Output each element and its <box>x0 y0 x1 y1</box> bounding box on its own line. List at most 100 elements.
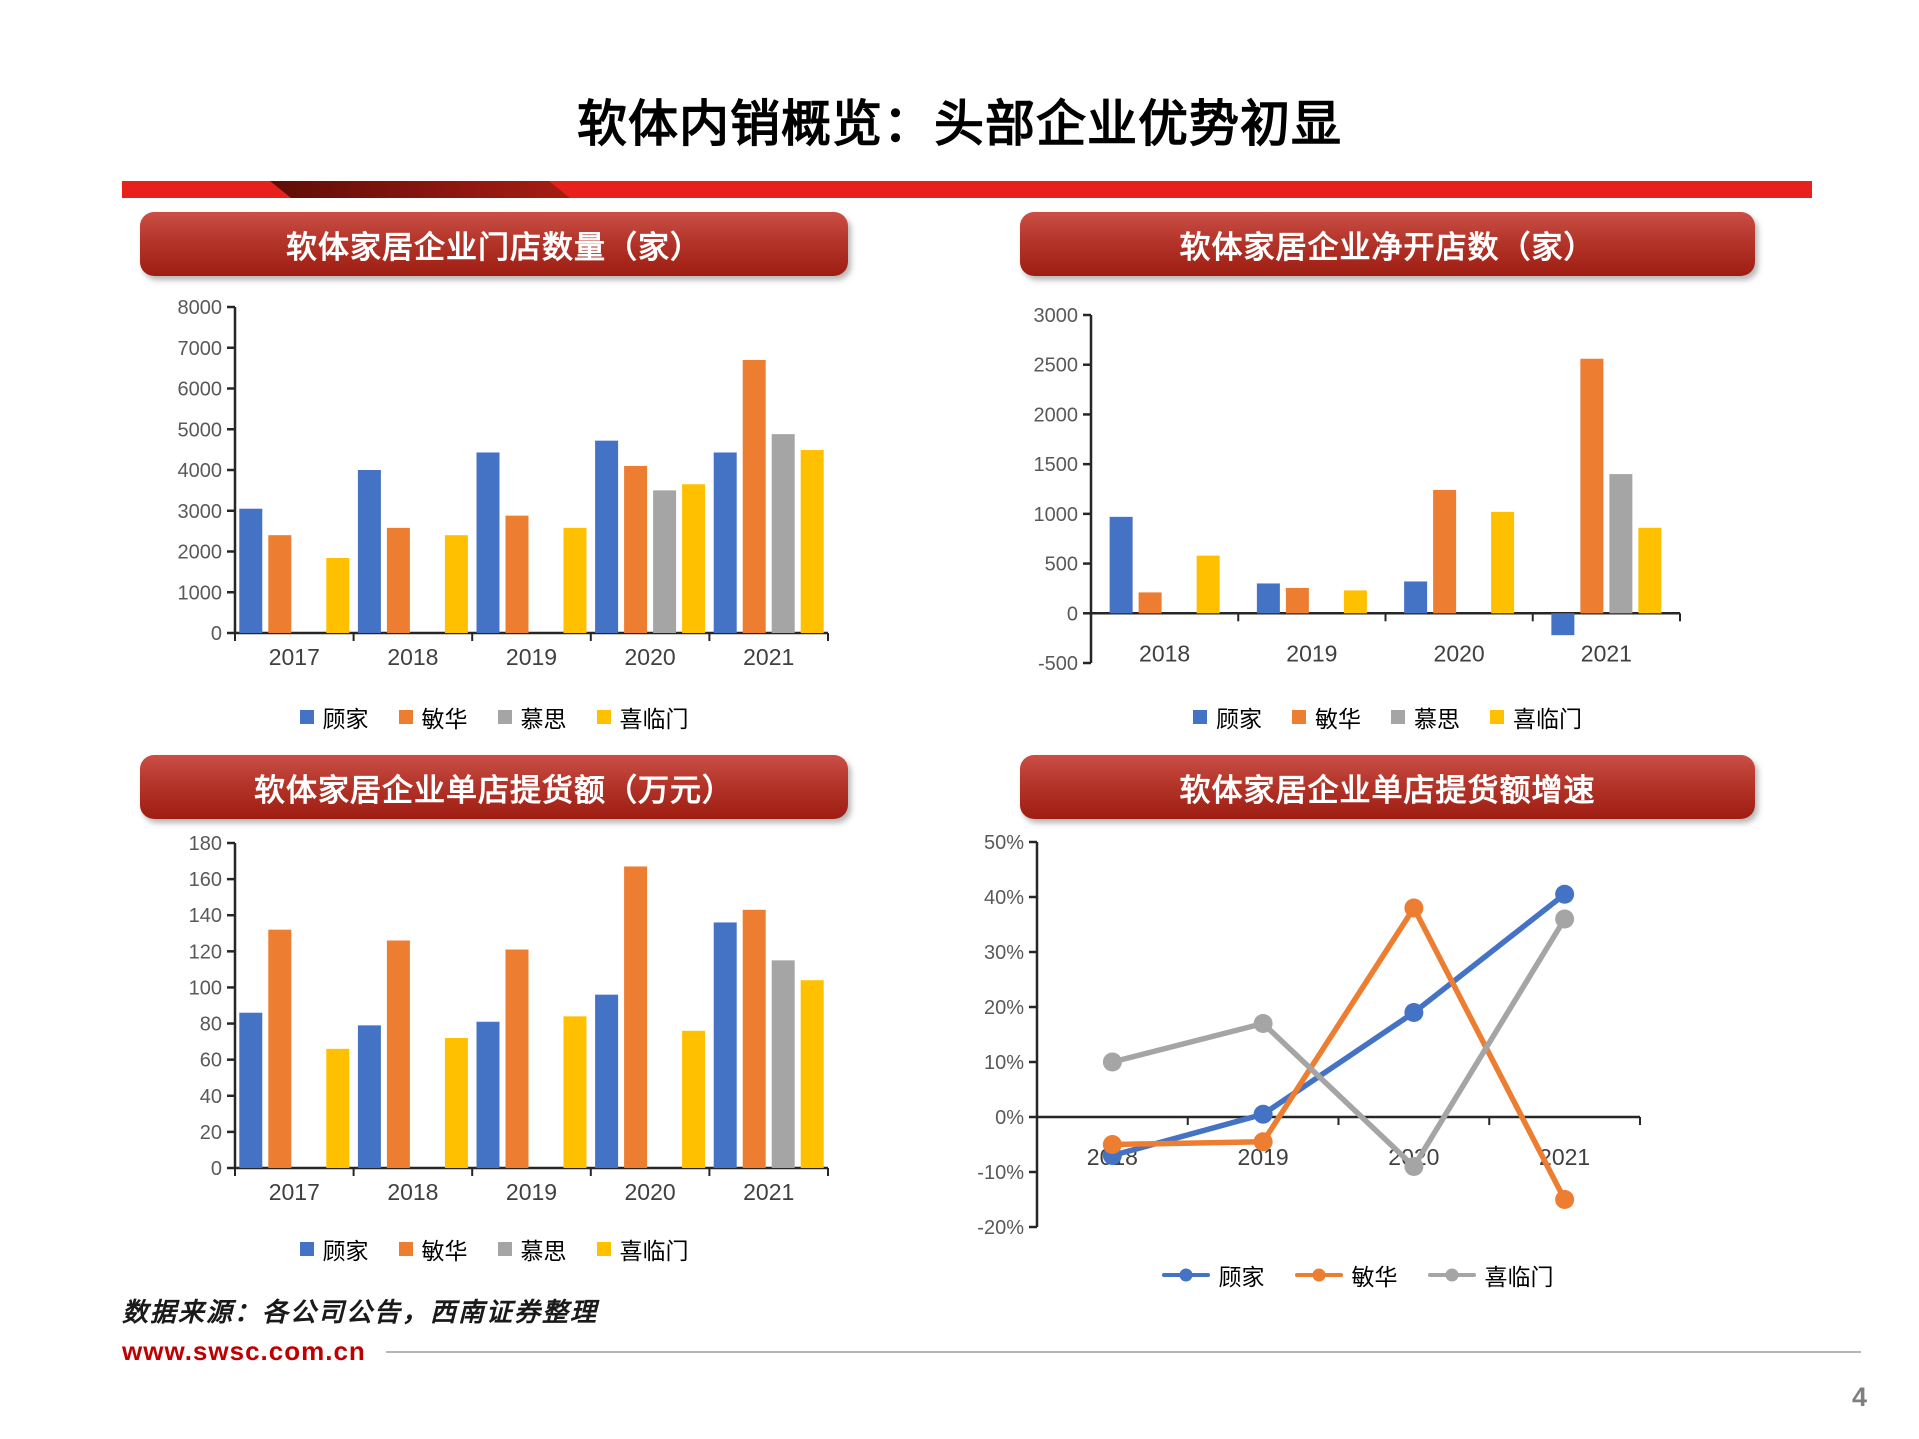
bar <box>1580 358 1604 614</box>
y-tick-label: 1000 <box>178 582 223 604</box>
x-category-label: 2021 <box>1581 640 1632 666</box>
x-category-label: 2017 <box>269 1179 320 1205</box>
bar <box>1109 516 1133 614</box>
chart-title-text: 软体家居企业门店数量（家） <box>286 229 702 265</box>
legend-item: 顾家 <box>299 700 369 734</box>
legend-label: 喜临门 <box>619 1239 689 1264</box>
legend-label: 慕思 <box>1414 707 1460 732</box>
y-tick-label: 20% <box>984 997 1024 1019</box>
x-category-label: 2019 <box>1286 640 1337 666</box>
x-category-label: 2018 <box>387 1179 438 1205</box>
legend-item: 喜临门 <box>596 700 689 734</box>
data-point <box>1404 1157 1424 1176</box>
legend-swatch <box>497 710 512 724</box>
y-tick-label: 7000 <box>178 338 223 360</box>
y-tick-label: 500 <box>1045 554 1078 576</box>
legend-label: 顾家 <box>322 707 369 732</box>
legend-swatch <box>1193 710 1207 724</box>
chart-per-store-revenue-growth: 50%40%30%20%10%0%-10%-20%201820192020202… <box>977 832 1641 1239</box>
y-tick-label: 0 <box>1067 603 1078 625</box>
legend-swatch <box>299 710 314 724</box>
x-category-label: 2018 <box>387 644 438 670</box>
website-link[interactable]: www.swsc.com.cn <box>122 1336 366 1366</box>
legend-item: 喜临门 <box>1427 1258 1554 1292</box>
x-category-label: 2019 <box>506 644 557 670</box>
bar <box>444 1038 468 1168</box>
bar <box>357 470 381 633</box>
legend-label: 敏华 <box>1351 1265 1398 1290</box>
legend-label: 敏华 <box>1315 707 1361 732</box>
bar-series <box>1609 474 1633 614</box>
x-category-label: 2020 <box>625 1179 676 1205</box>
bar <box>653 490 677 633</box>
bar <box>505 949 529 1168</box>
legend-item: 慕思 <box>497 700 567 734</box>
y-tick-label: 60 <box>200 1050 222 1072</box>
legend-swatch <box>398 1242 413 1256</box>
bar <box>326 558 350 633</box>
bar <box>357 1025 381 1168</box>
bar <box>505 515 529 633</box>
y-tick-label: 1500 <box>1034 454 1079 476</box>
bar <box>713 452 737 633</box>
bar <box>476 1021 500 1168</box>
legend-swatch <box>596 1242 611 1256</box>
data-point <box>1555 884 1575 904</box>
bar <box>444 535 468 633</box>
y-tick-label: 3000 <box>1034 305 1079 327</box>
bar <box>386 527 410 633</box>
data-point <box>1253 1132 1273 1152</box>
y-tick-label: 2000 <box>178 542 223 564</box>
bar <box>1491 511 1515 614</box>
bar-series <box>771 960 795 1168</box>
accent-bar <box>122 181 1812 198</box>
legend-line-swatch <box>1294 1268 1343 1282</box>
y-tick-label: 8000 <box>178 297 223 319</box>
bar <box>800 450 824 633</box>
page-number: 4 <box>1851 1382 1867 1412</box>
bar-series <box>268 359 766 633</box>
accent-bar-dark-segment <box>270 181 570 198</box>
bar <box>268 929 292 1168</box>
legend-item: 顾家 <box>299 1232 369 1266</box>
bar <box>624 465 648 633</box>
chart-title-per-store-revenue: 软体家居企业单店提货额（万元） <box>140 755 848 819</box>
legend-net-openings: 顾家 敏华 慕思 喜临门 <box>1020 700 1755 734</box>
legend-dot <box>1445 1268 1458 1282</box>
bar <box>1285 587 1309 614</box>
x-category-label: 2019 <box>506 1179 557 1205</box>
chart-per-store-revenue: 180 160 140 120 100 80 60 40 20 0 2017 2018 2019 2020… <box>189 833 829 1205</box>
legend-swatch <box>497 1242 512 1256</box>
legend-label: 喜临门 <box>1484 1265 1554 1290</box>
legend-label: 慕思 <box>520 1239 567 1264</box>
legend-label: 顾家 <box>322 1239 369 1264</box>
y-tick-label: -500 <box>1038 653 1078 675</box>
bar <box>268 535 292 633</box>
x-category-label: 2017 <box>269 644 320 670</box>
x-category-label: 2018 <box>1139 640 1190 666</box>
bar-series <box>326 450 824 633</box>
legend-per-store-revenue-growth: 顾家 敏华 喜临门 <box>960 1258 1755 1292</box>
y-tick-label: 40 <box>200 1086 222 1108</box>
bar <box>1343 590 1367 614</box>
legend-store-count: 顾家 敏华 慕思 喜临门 <box>140 700 848 734</box>
legend-swatch <box>398 710 413 724</box>
legend-label: 喜临门 <box>1513 707 1582 732</box>
bar <box>239 1012 263 1168</box>
y-tick-label: 180 <box>189 833 222 855</box>
y-tick-label: 50% <box>984 832 1024 854</box>
y-tick-label: 10% <box>984 1052 1024 1074</box>
legend-label: 慕思 <box>520 707 567 732</box>
legend-item: 慕思 <box>497 1232 567 1266</box>
y-tick-label: 5000 <box>178 419 223 441</box>
chart-title-per-store-revenue-growth: 软体家居企业单店提货额增速 <box>1020 755 1755 819</box>
page-title: 软体内销概览：头部企业优势初显 <box>577 96 1342 152</box>
legend-item: 敏华 <box>1294 1258 1398 1292</box>
bar <box>624 866 648 1168</box>
legend-label: 敏华 <box>421 1239 468 1264</box>
legend-item: 喜临门 <box>596 1232 689 1266</box>
y-tick-label: 20 <box>200 1122 222 1144</box>
chart-title-text: 软体家居企业单店提货额增速 <box>1179 772 1596 808</box>
legend-dot <box>1179 1268 1192 1282</box>
